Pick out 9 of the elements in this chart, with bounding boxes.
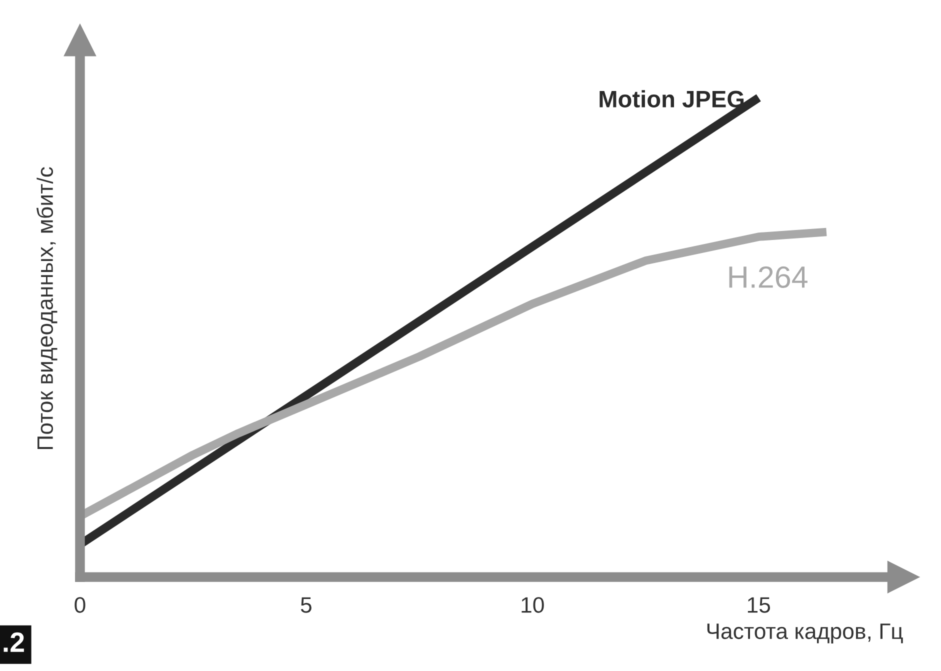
x-tick-label: 15 xyxy=(748,597,770,613)
x-tick-label: 5 xyxy=(300,597,312,613)
text: .2 xyxy=(4,632,24,652)
x-tick-label: 0 xyxy=(74,597,86,613)
x-tick-label: 10 xyxy=(522,597,544,613)
series-label: H.264 xyxy=(729,266,808,288)
x-axis-title: Частота кадров, Гц xyxy=(707,624,903,644)
y-axis-title: Поток видеоданных, мбит/с xyxy=(36,167,58,450)
series-label: Motion JPEG xyxy=(600,90,744,108)
